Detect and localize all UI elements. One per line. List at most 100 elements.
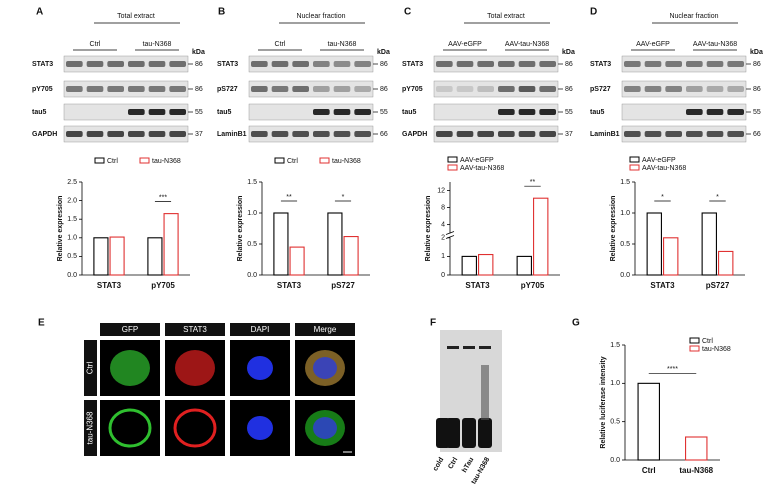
blot-header: Nuclear fraction [669,13,718,20]
y-tick-label: 0.5 [67,253,77,260]
y-axis-label: Relative expression [57,196,64,262]
size-marker: 37 [195,131,203,138]
legend-label: tau-N368 [152,158,181,165]
group-label: Ctrl [275,41,286,48]
category-label: Ctrl [642,466,656,475]
category-label: pS727 [706,281,730,290]
y-tick-label: 2.5 [67,179,77,186]
legend-label: Ctrl [702,338,713,345]
panel-letter: A [36,7,43,18]
group-label: AAV-tau-N368 [693,41,737,48]
band [333,86,351,92]
band [498,131,515,137]
group-label: AAV-eGFP [636,41,670,48]
column-header-bg [230,323,290,336]
y-tick-label: 8 [441,204,445,211]
band [539,131,556,137]
panel-letter: B [218,7,225,18]
kda-unit: kDa [750,49,763,56]
band [539,109,556,115]
category-label: STAT3 [465,281,490,290]
band [292,61,309,67]
group-label: Ctrl [90,41,101,48]
gel-band [447,346,459,349]
size-marker: 86 [380,86,388,93]
band [333,61,351,67]
band [169,109,186,115]
blot-header: Total extract [487,13,525,20]
size-marker: 55 [565,109,573,116]
legend-swatch [274,157,285,164]
row-header: Ctrl [86,362,95,375]
significance-label: ** [530,179,536,186]
bar [685,436,708,461]
category-label: pY705 [151,281,175,290]
legend-swatch [319,157,330,164]
panel-letter: G [572,318,580,329]
significance-label: *** [159,194,167,201]
nucleus [247,356,273,380]
significance-label: * [342,194,345,201]
row-label: STAT3 [402,61,423,68]
band [456,61,474,67]
significance-label: * [661,194,664,201]
scale-label: 1 μm [343,456,353,461]
bar [718,250,734,276]
y-tick-label: 1.0 [620,210,630,217]
row-label: pY705 [32,86,53,93]
bar [147,237,163,276]
panel-letter: E [38,318,45,329]
band [333,109,351,115]
band [251,131,268,137]
significance-label: **** [667,366,678,373]
band [686,86,703,92]
legend-label: AAV-tau-N368 [642,165,686,172]
band [706,61,724,67]
column-header-bg [295,323,355,336]
legend-label: Ctrl [287,158,298,165]
significance-label: ** [286,194,292,201]
row-label: LaminB1 [217,131,247,138]
nucleus [313,417,337,439]
band [477,131,494,137]
y-tick-label: 12 [437,187,445,194]
band [251,61,268,67]
bar [701,212,717,276]
category-label: STAT3 [97,281,122,290]
size-marker: 86 [195,61,203,68]
band [169,131,186,137]
legend-label: tau-N368 [332,158,361,165]
legend-swatch [447,156,458,163]
bar [533,197,549,276]
legend-label: Ctrl [107,158,118,165]
panel-letter: C [404,7,411,18]
legend-swatch [689,337,700,344]
column-header: DAPI [251,325,270,334]
legend-label: tau-N368 [702,346,731,353]
size-marker: 86 [753,86,761,93]
y-tick-label: 1.0 [247,210,257,217]
size-marker: 66 [380,131,388,138]
band [86,131,104,137]
y-tick-label: 0.0 [67,272,77,279]
size-marker: 55 [380,109,388,116]
band [706,131,724,137]
column-header: GFP [122,325,138,334]
band [727,86,744,92]
row-header-bg [84,400,97,456]
row-label: pS727 [590,86,611,93]
band [354,61,371,67]
y-tick-label: 0.0 [610,457,620,464]
column-header: STAT3 [183,325,207,334]
group-label: tau-N368 [328,41,357,48]
column-header-bg [100,323,160,336]
row-label: tau5 [217,109,232,116]
bar [637,382,660,461]
band [644,86,662,92]
band [498,86,515,92]
legend-label: AAV-eGFP [642,157,676,164]
panel-letter: F [430,318,436,329]
bar [343,236,359,276]
size-marker: 37 [565,131,573,138]
cell [108,408,152,448]
